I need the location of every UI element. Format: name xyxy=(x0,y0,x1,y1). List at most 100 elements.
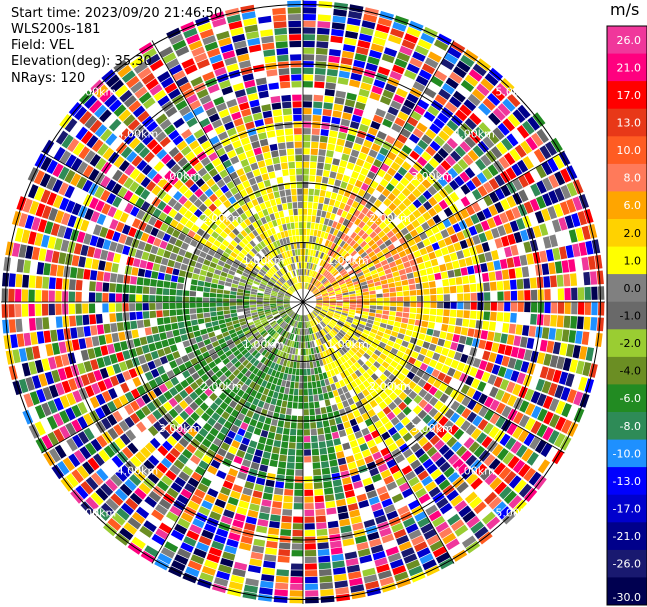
velocity-gate xyxy=(58,341,67,354)
velocity-gate xyxy=(222,346,230,353)
velocity-gate xyxy=(477,381,487,392)
velocity-gate xyxy=(303,262,305,269)
velocity-gate xyxy=(351,323,358,329)
velocity-gate xyxy=(539,250,548,263)
velocity-gate xyxy=(178,248,187,257)
velocity-gate xyxy=(196,286,204,292)
velocity-gate xyxy=(442,532,457,545)
velocity-gate xyxy=(313,333,318,340)
velocity-gate xyxy=(109,241,118,252)
velocity-gate xyxy=(216,289,224,294)
velocity-gate xyxy=(204,188,214,198)
velocity-gate xyxy=(233,117,244,127)
velocity-gate xyxy=(233,276,241,282)
velocity-gate xyxy=(105,478,118,492)
velocity-gate xyxy=(365,247,373,255)
velocity-gate xyxy=(508,495,522,509)
velocity-gate xyxy=(435,362,444,371)
velocity-gate xyxy=(153,421,164,432)
velocity-gate xyxy=(184,251,193,259)
velocity-gate xyxy=(355,535,368,544)
velocity-gate xyxy=(78,256,86,268)
velocity-gate xyxy=(457,293,464,301)
velocity-gate xyxy=(548,382,558,397)
velocity-gate xyxy=(187,366,197,375)
velocity-gate xyxy=(368,345,376,353)
velocity-gate xyxy=(98,449,110,463)
velocity-gate xyxy=(467,149,479,162)
velocity-gate xyxy=(428,196,438,207)
velocity-gate xyxy=(585,347,595,362)
velocity-gate xyxy=(325,156,333,164)
velocity-gate xyxy=(303,168,309,175)
velocity-gate xyxy=(176,494,189,505)
velocity-gate xyxy=(243,17,257,27)
velocity-gate xyxy=(595,332,603,347)
velocity-gate xyxy=(276,350,282,357)
velocity-gate xyxy=(378,365,386,373)
velocity-gate xyxy=(158,383,168,394)
velocity-gate xyxy=(298,208,303,215)
velocity-gate xyxy=(317,283,323,289)
velocity-gate xyxy=(356,295,363,299)
velocity-gate xyxy=(328,391,334,399)
velocity-gate xyxy=(449,285,457,294)
velocity-gate xyxy=(307,321,310,328)
velocity-gate xyxy=(102,282,110,292)
velocity-gate xyxy=(497,291,504,301)
velocity-gate xyxy=(325,500,336,509)
velocity-gate xyxy=(319,135,328,143)
velocity-gate xyxy=(477,302,484,311)
velocity-gate xyxy=(468,225,478,236)
velocity-gate xyxy=(341,50,355,59)
velocity-gate xyxy=(294,276,298,283)
velocity-gate xyxy=(257,519,269,527)
velocity-gate xyxy=(356,493,368,502)
velocity-gate xyxy=(202,172,212,182)
velocity-gate xyxy=(336,303,343,306)
velocity-gate xyxy=(429,140,441,152)
velocity-gate xyxy=(434,249,443,258)
velocity-gate xyxy=(307,249,311,256)
velocity-gate xyxy=(257,292,264,296)
velocity-gate xyxy=(510,346,519,358)
velocity-gate xyxy=(347,247,355,255)
velocity-gate xyxy=(306,228,311,236)
velocity-gate xyxy=(250,307,257,311)
velocity-gate xyxy=(366,349,374,356)
velocity-gate xyxy=(332,479,342,487)
velocity-gate xyxy=(342,477,352,485)
velocity-gate xyxy=(409,284,416,290)
velocity-gate xyxy=(253,331,260,338)
velocity-gate xyxy=(478,360,488,371)
velocity-gate xyxy=(432,181,443,192)
velocity-gate xyxy=(290,312,296,318)
velocity-gate xyxy=(156,295,163,302)
velocity-gate xyxy=(5,241,14,256)
velocity-gate xyxy=(539,145,552,160)
velocity-gate xyxy=(123,177,134,189)
velocity-gate xyxy=(233,394,241,403)
velocity-gate xyxy=(319,142,327,150)
velocity-gate xyxy=(566,389,577,404)
velocity-gate xyxy=(353,59,366,69)
velocity-gate xyxy=(154,376,164,386)
velocity-gate xyxy=(498,156,510,169)
velocity-gate xyxy=(224,143,234,153)
velocity-gate xyxy=(108,118,122,132)
velocity-gate xyxy=(219,243,227,251)
velocity-gate xyxy=(408,499,421,510)
velocity-gate xyxy=(326,333,333,340)
velocity-gate xyxy=(173,393,183,403)
velocity-gate xyxy=(314,495,324,503)
velocity-gate xyxy=(237,53,250,63)
velocity-gate xyxy=(333,229,339,236)
velocity-gate xyxy=(516,125,530,139)
velocity-gate xyxy=(178,270,187,277)
velocity-gate xyxy=(30,332,38,345)
velocity-gate xyxy=(345,333,352,340)
velocity-gate xyxy=(403,261,411,269)
velocity-gate xyxy=(342,273,349,279)
velocity-gate xyxy=(256,345,263,352)
velocity-gate xyxy=(331,221,338,229)
